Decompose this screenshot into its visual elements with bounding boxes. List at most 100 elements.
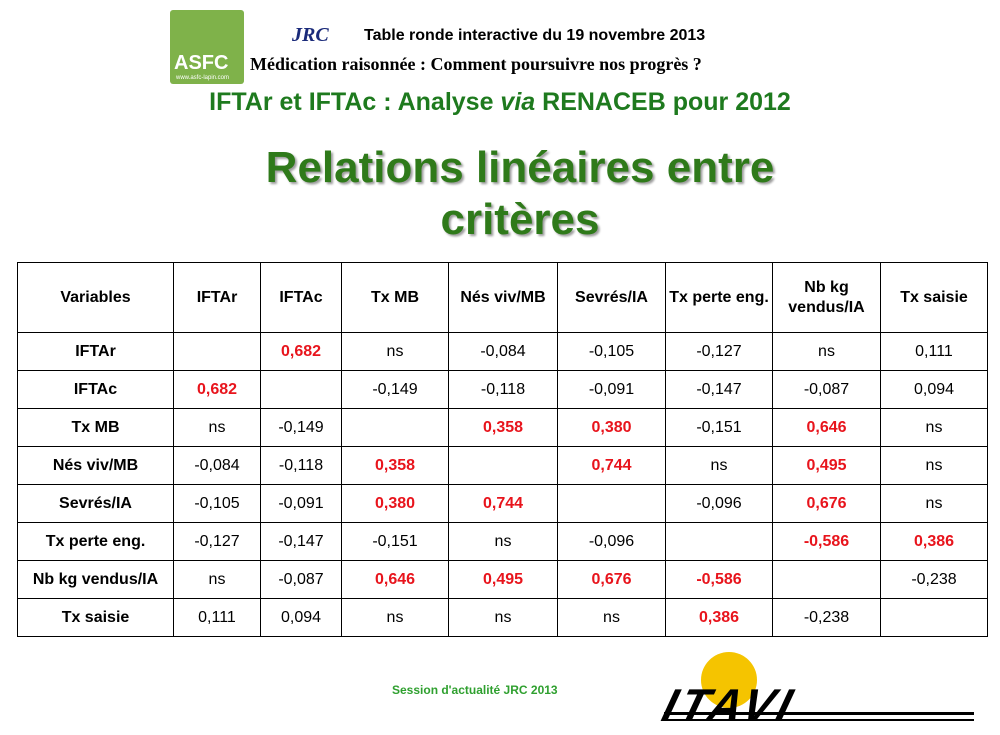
row-label: IFTAr (17, 332, 174, 371)
subtitle: Médication raisonnée : Comment poursuivr… (250, 54, 702, 74)
cell: -0,151 (665, 408, 773, 447)
cell: -0,147 (665, 370, 773, 409)
cell: -0,127 (173, 522, 261, 561)
cell: 0,646 (772, 408, 881, 447)
cell: 0,358 (448, 408, 558, 447)
jrc-logo: JRC (292, 24, 329, 46)
row-label: Tx perte eng. (17, 522, 174, 561)
itavi-bar (664, 719, 974, 721)
cell: 0,386 (880, 522, 988, 561)
table-row: IFTAr 0,682 ns -0,084 -0,105 -0,127 ns 0,111 (17, 332, 988, 371)
analysis-heading: IFTAr et IFTAc : Analyse via RENACEB pou… (0, 88, 1000, 117)
table-row: IFTAc 0,682 -0,149 -0,118 -0,091 -0,147 -0,087… (17, 370, 988, 409)
table-row: Tx MB ns -0,149 0,358 0,380 -0,151 0,646 ns (17, 408, 988, 447)
empty-cell (557, 484, 666, 523)
cell: 0,676 (772, 484, 881, 523)
correlation-table: Variables IFTAr IFTAc Tx MB Nés viv/MB Sevrés… (17, 262, 988, 637)
column-header: Variables (17, 262, 174, 333)
row-label: IFTAc (17, 370, 174, 409)
empty-cell (260, 370, 342, 409)
cell: -0,105 (173, 484, 261, 523)
cell: -0,586 (665, 560, 773, 599)
itavi-bar (664, 712, 974, 715)
cell: -0,084 (448, 332, 558, 371)
cell: -0,586 (772, 522, 881, 561)
asfc-logo-text: ASFC (174, 52, 229, 74)
event-title: Table ronde interactive du 19 novembre 2… (364, 27, 706, 44)
cell: 0,386 (665, 598, 773, 637)
table-row: Tx saisie 0,111 0,094 ns ns ns 0,386 -0,238 (17, 598, 988, 637)
column-header: Tx MB (341, 262, 449, 333)
cell: 0,744 (448, 484, 558, 523)
cell: 0,682 (260, 332, 342, 371)
cell: -0,151 (341, 522, 449, 561)
itavi-logo: ITAVI (657, 679, 802, 731)
cell: ns (880, 484, 988, 523)
cell: -0,238 (880, 560, 988, 599)
cell: 0,682 (173, 370, 261, 409)
table-row: Sevrés/IA -0,105 -0,091 0,380 0,744 -0,096 0,6… (17, 484, 988, 523)
cell: 0,094 (260, 598, 342, 637)
empty-cell (880, 598, 988, 637)
cell: -0,118 (448, 370, 558, 409)
cell: 0,094 (880, 370, 988, 409)
column-header: Nb kg vendus/IA (772, 262, 881, 333)
column-header: Nés viv/MB (448, 262, 558, 333)
cell: 0,358 (341, 446, 449, 485)
column-header: IFTAc (260, 262, 342, 333)
cell: -0,091 (260, 484, 342, 523)
table-row: Nés viv/MB -0,084 -0,118 0,358 0,744 ns 0,495 n… (17, 446, 988, 485)
cell: -0,087 (772, 370, 881, 409)
cell: -0,118 (260, 446, 342, 485)
cell: ns (173, 408, 261, 447)
heading-part: RENACEB pour 2012 (535, 88, 791, 116)
cell: ns (880, 446, 988, 485)
cell: ns (173, 560, 261, 599)
cell: -0,087 (260, 560, 342, 599)
asfc-logo-url: www.asfc-lapin.com (176, 75, 230, 81)
cell: ns (341, 332, 449, 371)
cell: 0,676 (557, 560, 666, 599)
cell: 0,646 (341, 560, 449, 599)
cell: ns (557, 598, 666, 637)
cell: 0,111 (880, 332, 988, 371)
cell: 0,380 (341, 484, 449, 523)
cell: -0,105 (557, 332, 666, 371)
column-header: Tx perte eng. (665, 262, 773, 333)
cell: -0,149 (341, 370, 449, 409)
cell: ns (448, 522, 558, 561)
row-label: Nb kg vendus/IA (17, 560, 174, 599)
heading-part: via (500, 88, 536, 116)
cell: -0,149 (260, 408, 342, 447)
itavi-sun (701, 652, 757, 708)
header-row: Variables IFTAr IFTAc Tx MB Nés viv/MB Sevrés… (17, 262, 988, 333)
column-header: Tx saisie (880, 262, 988, 333)
cell: ns (772, 332, 881, 371)
empty-cell (341, 408, 449, 447)
cell: -0,238 (772, 598, 881, 637)
column-header: IFTAr (173, 262, 261, 333)
cell: 0,495 (772, 446, 881, 485)
empty-cell (772, 560, 881, 599)
footer-session: Session d'actualité JRC 2013 (392, 683, 558, 697)
empty-cell (665, 522, 773, 561)
cell: -0,127 (665, 332, 773, 371)
cell: ns (665, 446, 773, 485)
empty-cell (173, 332, 261, 371)
table-row: Nb kg vendus/IA ns -0,087 0,646 0,495 0,676 -0… (17, 560, 988, 599)
cell: ns (341, 598, 449, 637)
row-label: Sevrés/IA (17, 484, 174, 523)
column-header: Sevrés/IA (557, 262, 666, 333)
cell: 0,495 (448, 560, 558, 599)
row-label: Tx saisie (17, 598, 174, 637)
asfc-logo: ASFC www.asfc-lapin.com (170, 10, 244, 84)
cell: 0,111 (173, 598, 261, 637)
table-row: Tx perte eng. -0,127 -0,147 -0,151 ns -0,096 -… (17, 522, 988, 561)
cell: 0,380 (557, 408, 666, 447)
row-label: Tx MB (17, 408, 174, 447)
heading-part: IFTAr et IFTAc : Analyse (209, 88, 501, 116)
cell: ns (880, 408, 988, 447)
cell: 0,744 (557, 446, 666, 485)
cell: -0,091 (557, 370, 666, 409)
